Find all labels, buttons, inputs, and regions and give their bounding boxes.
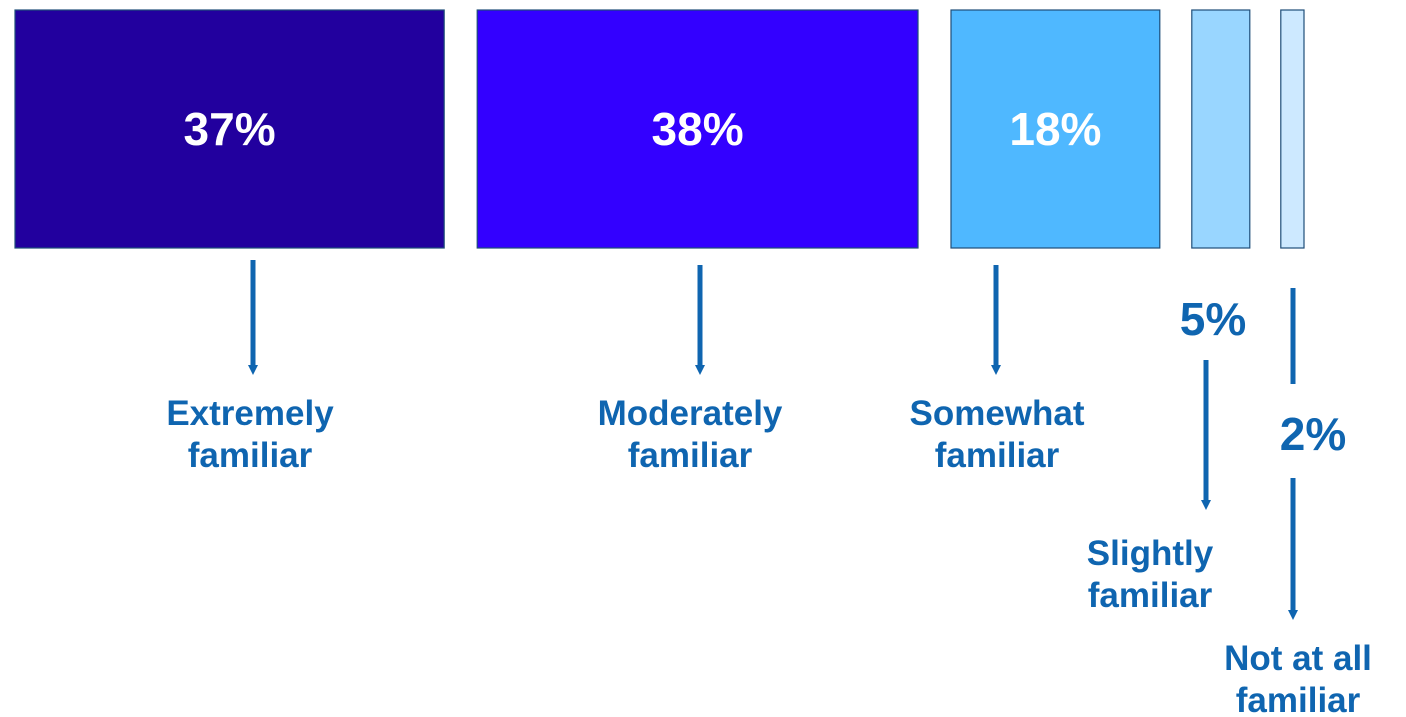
bar-slightly-familiar — [1191, 9, 1251, 249]
bar-extremely-familiar — [14, 9, 445, 249]
value-label-not-at-all-familiar: 2% — [1280, 408, 1346, 460]
bar-somewhat-familiar — [950, 9, 1161, 249]
category-label-line: familiar — [1088, 576, 1213, 615]
value-label-somewhat-familiar: 18% — [1009, 103, 1101, 155]
value-label-extremely-familiar: 37% — [184, 103, 276, 155]
category-label-line: Somewhat — [909, 394, 1084, 433]
category-label-line: Slightly — [1087, 534, 1214, 573]
bar-not-at-all-familiar — [1280, 9, 1305, 249]
category-label-line: Moderately — [598, 394, 783, 433]
category-label-line: Extremely — [166, 394, 334, 433]
category-label-extremely-familiar: Extremely familiar — [166, 394, 334, 475]
category-label-not-at-all-familiar: Not at all familiar — [1224, 639, 1372, 717]
bars-layer — [14, 9, 1305, 249]
category-label-line: Not at all — [1224, 639, 1372, 678]
bar-moderately-familiar — [476, 9, 919, 249]
arrows-layer — [248, 260, 1298, 620]
category-label-line: familiar — [935, 436, 1060, 475]
category-label-line: familiar — [1236, 681, 1361, 717]
category-label-somewhat-familiar: Somewhat familiar — [909, 394, 1084, 475]
category-label-moderately-familiar: Moderately familiar — [598, 394, 783, 475]
category-label-slightly-familiar: Slightly familiar — [1087, 534, 1214, 615]
value-label-slightly-familiar: 5% — [1180, 293, 1246, 345]
category-label-line: familiar — [188, 436, 313, 475]
category-label-line: familiar — [628, 436, 753, 475]
value-label-moderately-familiar: 38% — [652, 103, 744, 155]
